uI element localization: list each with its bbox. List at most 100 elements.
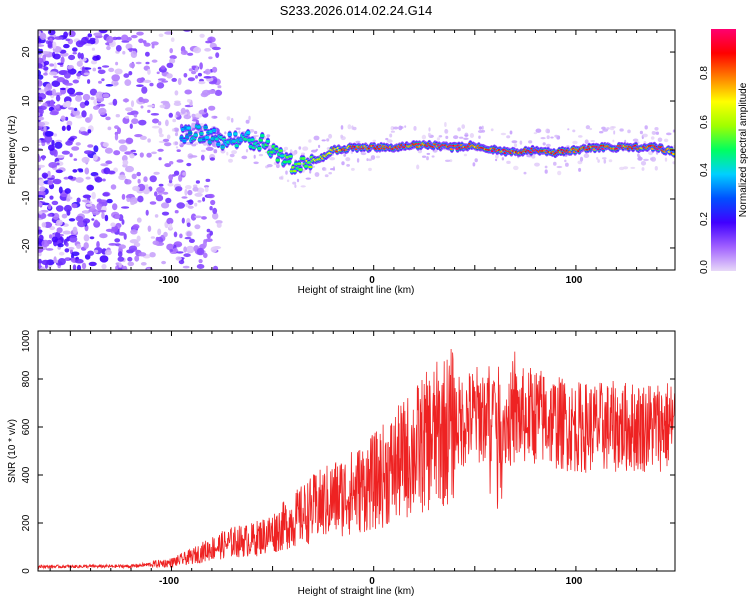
spectrogram-noise-blob [204, 185, 209, 188]
spectrogram-noise-blob [248, 115, 251, 121]
spectrogram-noise-blob [172, 118, 177, 123]
spectrogram-noise-blob [457, 127, 461, 132]
spectrogram-noise-blob [404, 125, 407, 128]
spectrogram-noise-blob [136, 217, 142, 223]
spectrogram-noise-blob [643, 158, 649, 162]
spectrogram-noise-blob [214, 89, 223, 96]
spectrogram-noise-blob [478, 135, 481, 139]
spectrogram-noise-blob [72, 264, 77, 270]
spectrogram-ridge-cell [233, 132, 238, 135]
spectrogram-noise-blob [131, 118, 139, 125]
spectrogram-noise-blob [115, 114, 121, 118]
spectrogram-noise-blob [194, 224, 201, 230]
spectrogram-noise-blob [159, 133, 164, 138]
spectrogram-noise-blob [164, 31, 174, 35]
spectrogram-noise-blob [43, 72, 48, 76]
spectrogram-noise-blob [324, 167, 327, 171]
spectrogram-noise-blob [398, 125, 403, 131]
spectrogram-noise-blob [112, 203, 118, 211]
spectrogram-noise-blob [160, 100, 170, 104]
spectrogram-noise-blob [639, 130, 644, 135]
spectrogram-noise-blob [173, 231, 178, 238]
spectrogram-noise-blob [208, 81, 217, 85]
spectrogram-noise-blob [311, 149, 317, 153]
spectrogram-noise-blob [203, 108, 207, 113]
spectrogram-noise-blob [64, 72, 71, 79]
spectrogram-noise-blob [38, 210, 43, 215]
spectrogram-noise-blob [245, 149, 249, 153]
spectrogram-noise-blob [162, 191, 169, 195]
spectrogram-noise-blob [47, 41, 53, 48]
spectrogram-noise-blob [318, 144, 321, 148]
spectrogram-noise-blob [292, 181, 297, 185]
spectrogram-noise-blob [205, 40, 212, 44]
spectrogram-noise-blob [121, 219, 125, 225]
spectrogram-noise-blob [127, 261, 135, 267]
spectrogram-noise-blob [308, 139, 312, 143]
spectrogram-noise-blob [167, 182, 174, 187]
spectrogram-noise-blob [229, 153, 235, 158]
spectrogram-noise-blob [95, 91, 104, 99]
spectrogram-noise-blob [134, 255, 140, 262]
spectrogram-noise-blob [137, 178, 141, 184]
spectrogram-noise-blob [469, 133, 474, 138]
spectrogram-noise-blob [41, 141, 46, 147]
spectrogram-noise-blob [206, 193, 215, 199]
spectrogram-noise-blob [204, 48, 212, 52]
spectrogram-noise-blob [49, 63, 54, 67]
spectrogram-noise-blob [205, 178, 211, 182]
spectrogram-noise-blob [199, 62, 203, 70]
spectrogram-noise-blob [215, 220, 223, 224]
spectrogram-noise-blob [356, 158, 360, 163]
spectrogram-noise-blob [544, 165, 548, 169]
spectrogram-x-label: Height of straight line (km) [298, 285, 415, 296]
spectrogram-noise-blob [191, 65, 197, 69]
spectrogram-ridge-cell [282, 160, 288, 163]
spectrogram-noise-blob [329, 157, 336, 161]
spectrogram-noise-blob [145, 51, 150, 57]
spectrogram-noise-blob [108, 67, 115, 73]
spectrogram-noise-blob [92, 154, 98, 161]
spectrogram-noise-blob [42, 66, 49, 71]
spectrogram-noise-blob [596, 156, 599, 160]
spectrogram-noise-blob [341, 161, 345, 166]
spectrogram-noise-blob [113, 82, 119, 86]
spectrogram-noise-blob [226, 116, 231, 121]
spectrogram-noise-blob [158, 157, 162, 161]
spectrogram-noise-blob [166, 62, 174, 68]
spectrogram-noise-blob [175, 256, 182, 261]
spectrogram-noise-blob [81, 262, 87, 270]
spectrogram-noise-blob [385, 137, 389, 141]
spectrogram-noise-blob [54, 92, 63, 97]
spectrogram-noise-blob [189, 155, 198, 158]
spectrogram-noise-blob [195, 75, 198, 79]
spectrogram-noise-blob [135, 61, 142, 65]
spectrogram-noise-blob [187, 205, 194, 209]
spectrogram-noise-blob [127, 256, 133, 262]
spectrogram-noise-blob [146, 152, 152, 158]
spectrogram-noise-blob [183, 246, 187, 253]
spectrogram-noise-blob [41, 259, 50, 265]
spectrogram-noise-blob [89, 113, 93, 121]
spectrogram-ridge-cell [258, 139, 263, 142]
spectrogram-noise-blob [171, 128, 175, 132]
spectrogram-noise-blob [125, 137, 134, 144]
spectrogram-noise-blob [38, 74, 44, 80]
spectrogram-noise-blob [113, 167, 118, 173]
spectrogram-noise-blob [176, 251, 184, 254]
spectrogram-noise-blob [69, 235, 78, 243]
spectrogram-noise-blob [51, 80, 61, 87]
snr-panel: -100 0 100 1000 800 600 400 200 0 Height… [7, 329, 676, 597]
spectrogram-noise-blob [224, 131, 227, 135]
spectrogram-noise-blob [601, 126, 606, 130]
spectrogram-noise-blob [286, 179, 290, 183]
spectrogram-noise-blob [74, 258, 84, 264]
spectrogram-noise-blob [169, 161, 174, 165]
spectrogram-noise-blob [187, 52, 194, 56]
spectrogram-noise-blob [76, 243, 82, 249]
spectrogram-noise-blob [474, 158, 478, 163]
spectrogram-noise-blob [554, 134, 559, 138]
spectrogram-noise-blob [72, 52, 77, 55]
spectrogram-noise-blob [186, 222, 191, 228]
spectrogram-noise-blob [38, 179, 45, 186]
